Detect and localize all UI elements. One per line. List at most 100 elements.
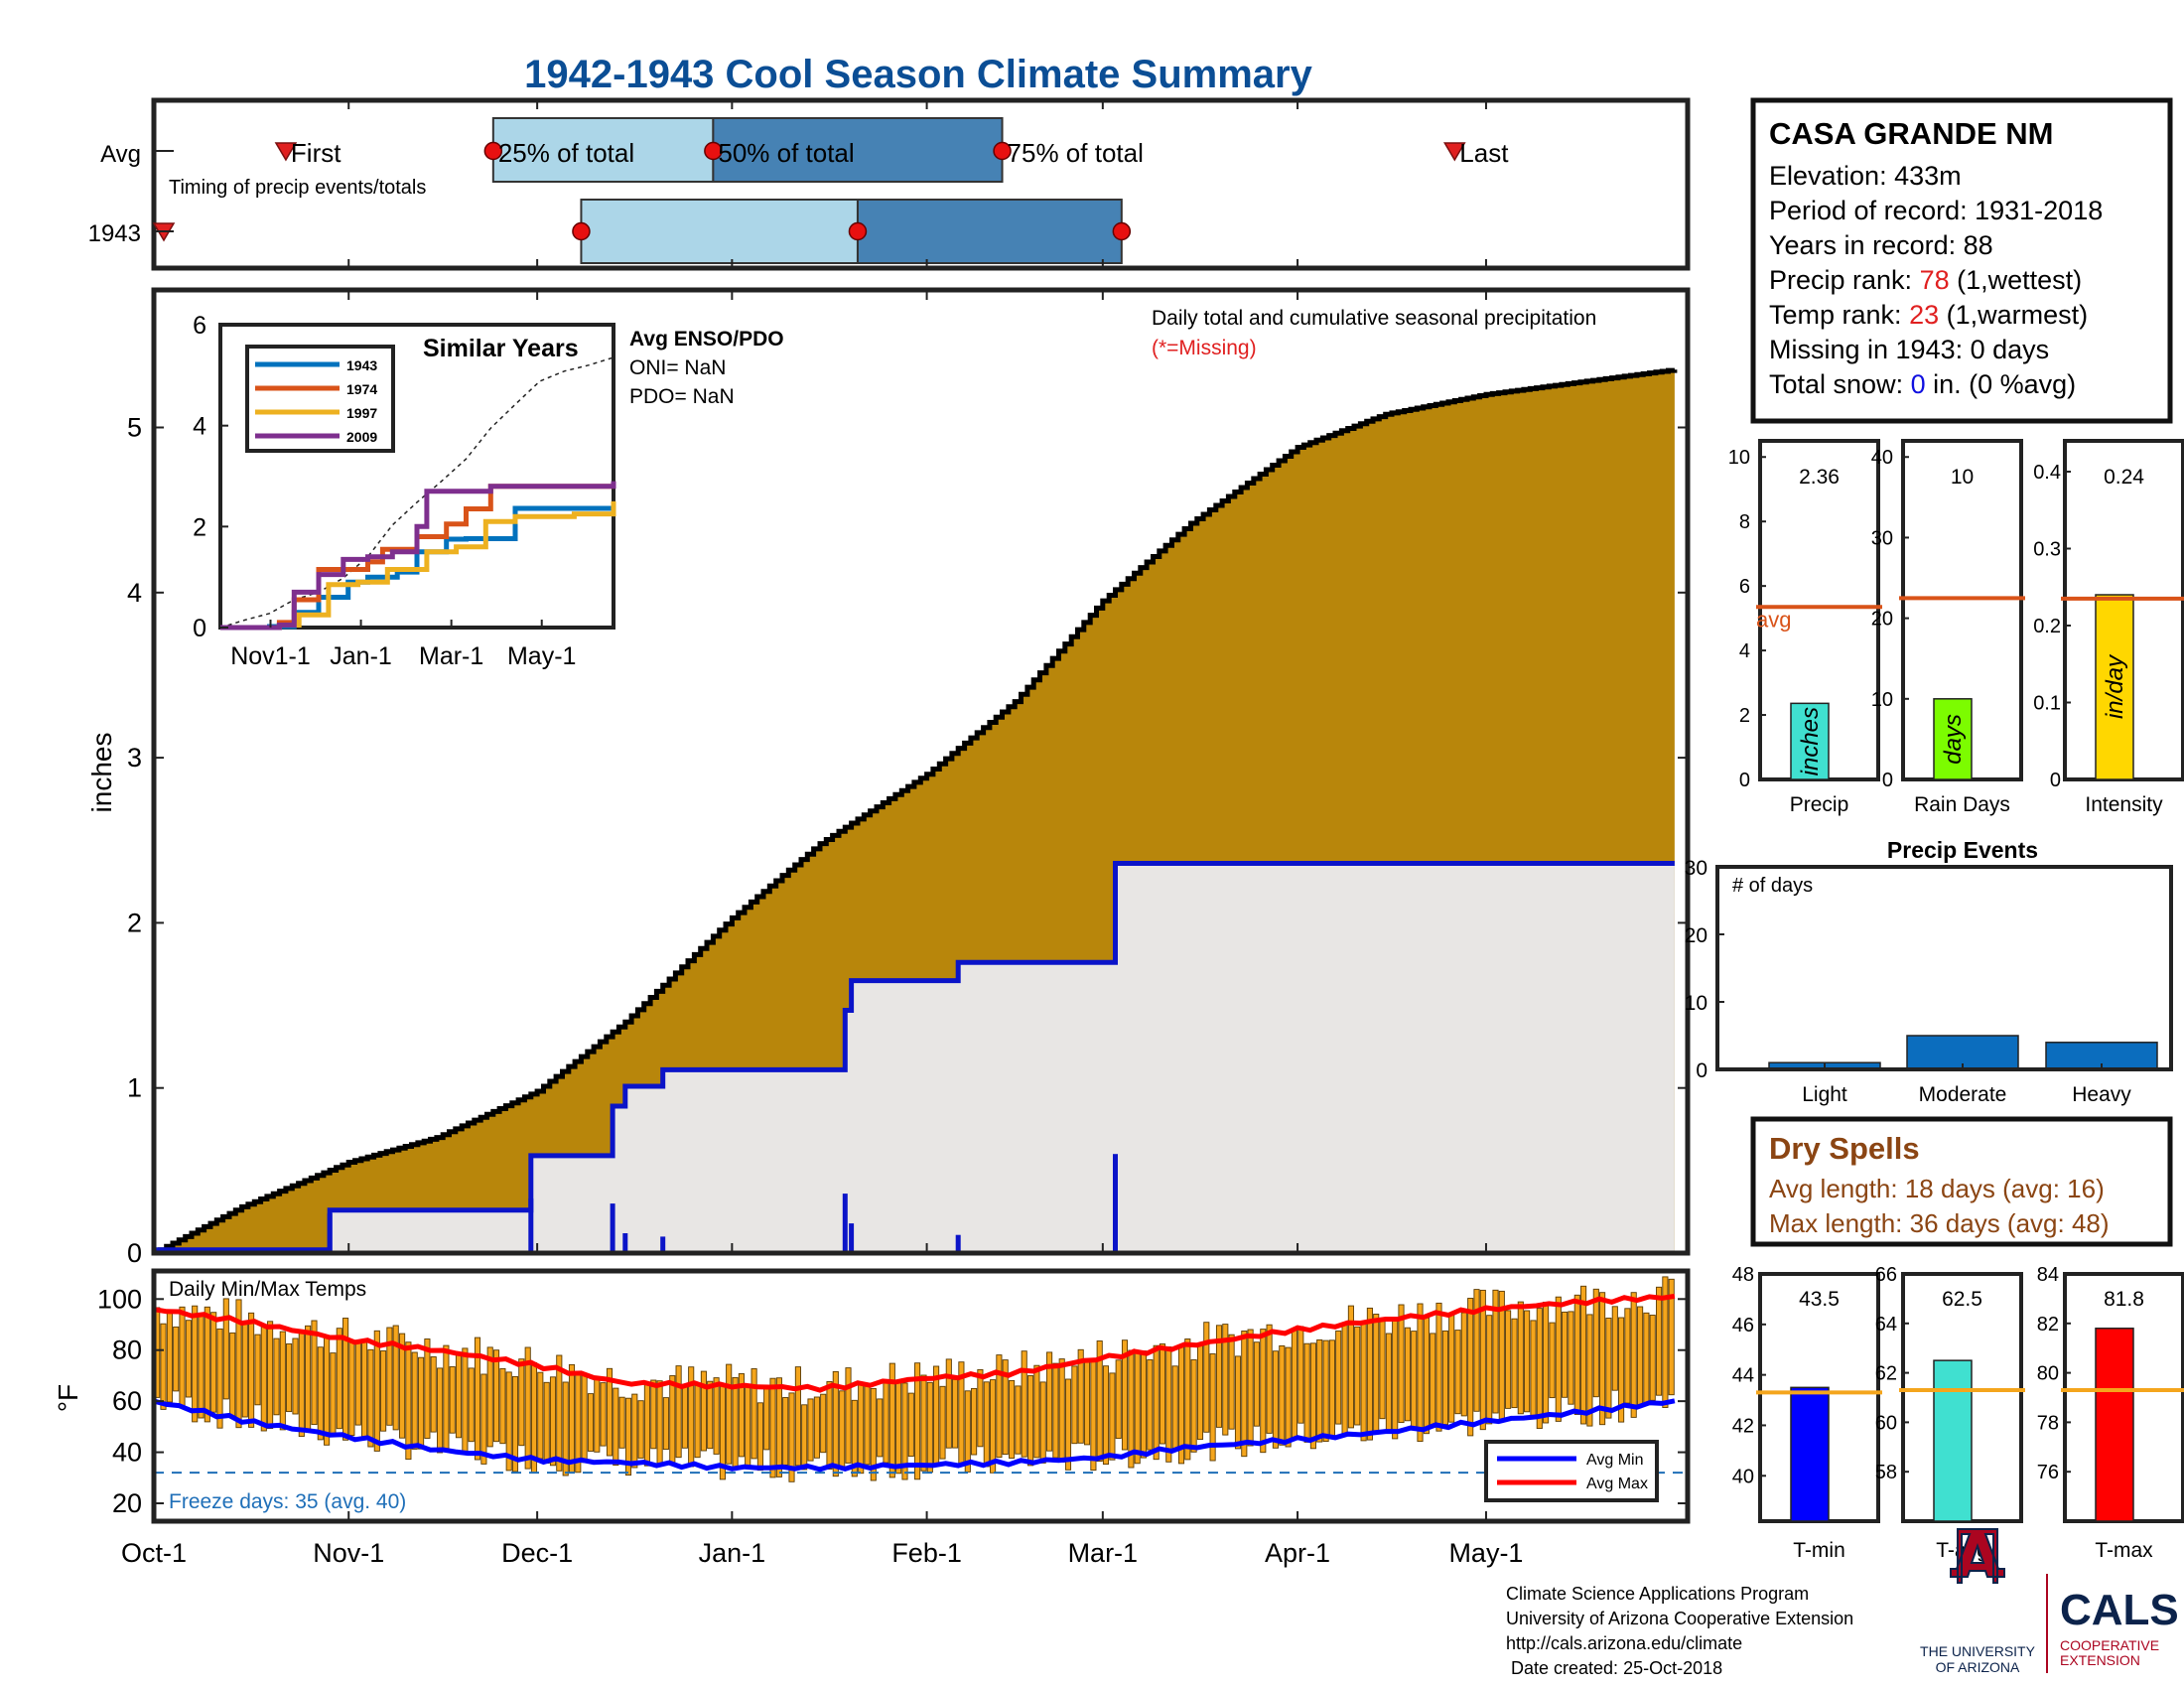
daily-temp-bar — [1360, 1321, 1367, 1442]
footer-line-2: University of Arizona Cooperative Extens… — [1506, 1609, 1853, 1628]
daily-precip-bar — [622, 1233, 628, 1253]
daily-temp-bar — [650, 1379, 657, 1450]
daily-temp-bar — [624, 1397, 632, 1477]
footer-line-1: Climate Science Applications Program — [1506, 1584, 1809, 1604]
inset-ytick-label: 4 — [193, 413, 206, 441]
missing-note: (*=Missing) — [1152, 337, 1257, 359]
daily-temp-bar — [700, 1370, 707, 1452]
daily-temp-bar — [556, 1354, 563, 1472]
daily-temp-bar — [1058, 1358, 1065, 1463]
precip-annotation: Daily total and cumulative seasonal prec… — [1152, 307, 1596, 330]
precip-ytick-label: 3 — [127, 743, 142, 773]
daily-temp-bar — [801, 1404, 808, 1471]
precip-main-yticks: 0 1 2 3 4 5 — [127, 413, 1688, 1268]
precip-events-title: Precip Events — [1887, 837, 2038, 863]
precip-events-frame — [1715, 865, 2173, 1071]
daily-temp-bar — [192, 1305, 199, 1423]
daily-temp-bar — [732, 1376, 739, 1471]
daily-temp-bar — [1033, 1364, 1040, 1459]
daily-precip-bar — [528, 1198, 534, 1253]
cals-logo-text: CALS — [2060, 1586, 2179, 1634]
inset-ytick-label: 2 — [193, 513, 206, 541]
daily-temp-bar — [738, 1373, 745, 1458]
daily-temp-bar — [775, 1377, 782, 1477]
inset-title: Similar Years — [423, 335, 579, 362]
daily-temp-bar — [1354, 1326, 1361, 1426]
daily-temp-bar — [279, 1331, 286, 1431]
daily-temp-bar — [198, 1313, 205, 1419]
figure-title: 1942-1943 Cool Season Climate Summary — [524, 53, 1312, 96]
stat-ytick-label: 0.1 — [2033, 693, 2061, 715]
temp-ytick-label: 100 — [97, 1284, 142, 1314]
daily-temp-bar — [662, 1397, 669, 1451]
university-of-arizona-logo: THE UNIVERSITY OF ARIZONA — [1920, 1528, 2036, 1675]
precip-events-chart: Light Moderate Heavy 0 10 20 30 — [1685, 857, 2158, 1106]
daily-temp-bar — [1335, 1330, 1342, 1425]
daily-temp-bar — [273, 1337, 280, 1416]
daily-temp-bar — [1303, 1342, 1310, 1443]
daily-temp-bar — [1573, 1294, 1580, 1415]
daily-temp-bar — [907, 1392, 914, 1458]
season-xtick-label: Oct-1 — [121, 1538, 187, 1568]
daily-temp-bar — [1486, 1315, 1493, 1425]
inset-xtick-label: Jan-1 — [330, 642, 392, 670]
daily-temp-bar — [1543, 1301, 1550, 1424]
daily-temp-bar — [361, 1340, 368, 1440]
season-xtick-label: Feb-1 — [891, 1538, 962, 1568]
daily-temp-bar — [354, 1340, 361, 1426]
daily-temp-bar — [367, 1348, 374, 1448]
daily-temp-bar — [1215, 1325, 1223, 1428]
daily-temp-bar — [1222, 1324, 1229, 1436]
daily-temp-bar — [1441, 1330, 1448, 1426]
daily-temp-bar — [1171, 1365, 1178, 1449]
daily-temp-bar — [1002, 1359, 1009, 1456]
daily-temp-bar — [1309, 1342, 1316, 1450]
dry-spells-title: Dry Spells — [1769, 1131, 1920, 1166]
daily-temp-bar — [1083, 1360, 1091, 1446]
daily-temp-bar — [996, 1354, 1003, 1459]
legend-avg-max-label: Avg Max — [1586, 1476, 1648, 1492]
daily-temp-bar — [1165, 1346, 1172, 1463]
daily-temp-bar — [380, 1350, 387, 1432]
station-snow: Total snow: 0 in. (0 %avg) — [1769, 369, 2076, 399]
daily-temp-bar — [1611, 1306, 1618, 1391]
avg-first-marker — [274, 142, 298, 162]
daily-temp-bar — [901, 1382, 908, 1480]
daily-temp-bar — [1279, 1344, 1286, 1446]
daily-temp-bar — [1618, 1317, 1625, 1423]
temp-stat-panels: 43.5T-min404244464862.5T-avg586062646681… — [1732, 1264, 2184, 1562]
daily-temp-bar — [1109, 1372, 1116, 1461]
daily-temp-bar — [305, 1325, 312, 1433]
temp-ytick-label: 40 — [112, 1438, 142, 1468]
daily-temp-bar — [1234, 1355, 1242, 1450]
legend-avg-min-label: Avg Min — [1586, 1452, 1644, 1469]
temp-ytick-label: 80 — [112, 1336, 142, 1365]
stat-ytick-label: 0 — [2050, 770, 2061, 791]
temp-frame — [151, 1268, 1691, 1524]
daily-temp-bar — [210, 1312, 217, 1413]
daily-temp-bar — [492, 1349, 500, 1443]
daily-temp-bar — [807, 1398, 814, 1462]
stat-panel-label: Rain Days — [1914, 793, 2010, 816]
stat-ytick-label: 2 — [1739, 705, 1750, 727]
daily-temp-bar — [587, 1393, 595, 1452]
daily-temp-bar — [1379, 1319, 1386, 1420]
daily-temp-bar — [751, 1368, 757, 1460]
precip-event-ytick-label: 0 — [1696, 1059, 1707, 1082]
daily-temp-bar — [1385, 1333, 1392, 1431]
temp-stat-value-label: 62.5 — [1942, 1288, 1982, 1311]
stat-value-label: 0.24 — [2104, 466, 2144, 489]
daily-temp-bar — [1064, 1378, 1072, 1471]
p25-label: 25% of total — [498, 138, 634, 168]
temp-title: Daily Min/Max Temps — [169, 1278, 366, 1301]
daily-temp-bar — [298, 1330, 305, 1438]
avg-last-marker — [1442, 142, 1466, 162]
daily-temp-bar — [933, 1365, 940, 1465]
daily-temp-bar — [392, 1325, 399, 1431]
daily-temp-bar — [618, 1396, 625, 1449]
daily-temp-bar — [518, 1358, 525, 1447]
daily-temp-bar — [826, 1381, 833, 1471]
station-period: Period of record: 1931-2018 — [1769, 196, 2103, 225]
temp-stat-ytick-label: 62 — [1875, 1363, 1897, 1385]
daily-temp-bar — [631, 1393, 638, 1469]
